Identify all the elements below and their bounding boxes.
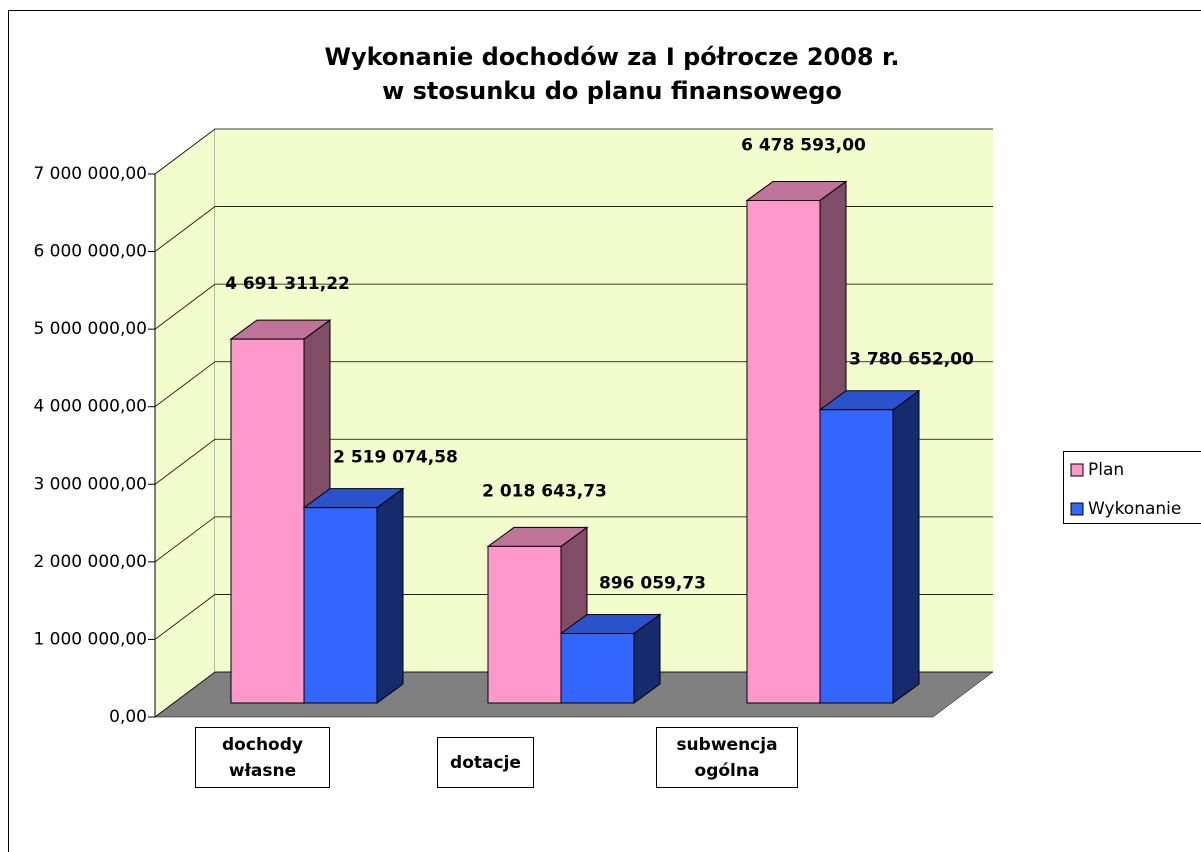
bar-side [376, 487, 404, 704]
grid-line [154, 516, 993, 563]
legend-label: Plan [1088, 460, 1124, 480]
bar [818, 389, 921, 704]
value-label: 2 519 074,58 [333, 448, 458, 468]
y-tick-label: 3 000 000,00 [33, 474, 147, 494]
value-label: 2 018 643,73 [482, 481, 607, 501]
legend-box [1063, 451, 1201, 524]
value-label: 6 478 593,00 [741, 135, 866, 155]
bar-side [892, 389, 920, 704]
y-tick-label: 1 000 000,00 [33, 629, 147, 649]
bar [302, 487, 405, 704]
chart-title: Wykonanie dochodów za I półrocze 2008 r. [324, 43, 899, 71]
value-label: 4 691 311,22 [225, 274, 350, 294]
bar-front [746, 199, 821, 704]
bar [559, 613, 662, 704]
legend-swatch [1070, 502, 1084, 516]
bar-front [560, 632, 635, 704]
legend-label: Wykonanie [1088, 499, 1181, 519]
y-tick-label: 6 000 000,00 [33, 242, 147, 262]
x-tick-label: dochody własne [195, 727, 330, 788]
value-label: 896 059,73 [599, 573, 706, 593]
grid-line [154, 671, 993, 718]
value-label: 3 780 652,00 [849, 350, 974, 370]
y-tick-label: 4 000 000,00 [33, 397, 147, 417]
x-tick-label: subwencja ogólna [656, 727, 798, 788]
bar-front [303, 507, 378, 704]
y-tick-label: 0,00 [109, 707, 147, 727]
legend-swatch [1070, 463, 1084, 477]
grid-line [154, 128, 993, 175]
grid-line [154, 594, 993, 640]
grid-line [154, 438, 993, 485]
grid-line [154, 361, 993, 408]
grid-line [154, 206, 993, 252]
y-tick-label: 2 000 000,00 [33, 552, 147, 572]
bar-front [230, 338, 305, 704]
bar-front [819, 409, 894, 704]
y-tick-label: 5 000 000,00 [33, 319, 147, 339]
left-wall [154, 128, 216, 718]
y-tick-label: 7 000 000,00 [33, 164, 147, 184]
grid-line [154, 283, 993, 330]
bar-front [487, 545, 562, 704]
x-tick-label: dotacje [437, 737, 534, 788]
chart-title: w stosunku do planu finansowego [382, 77, 842, 105]
